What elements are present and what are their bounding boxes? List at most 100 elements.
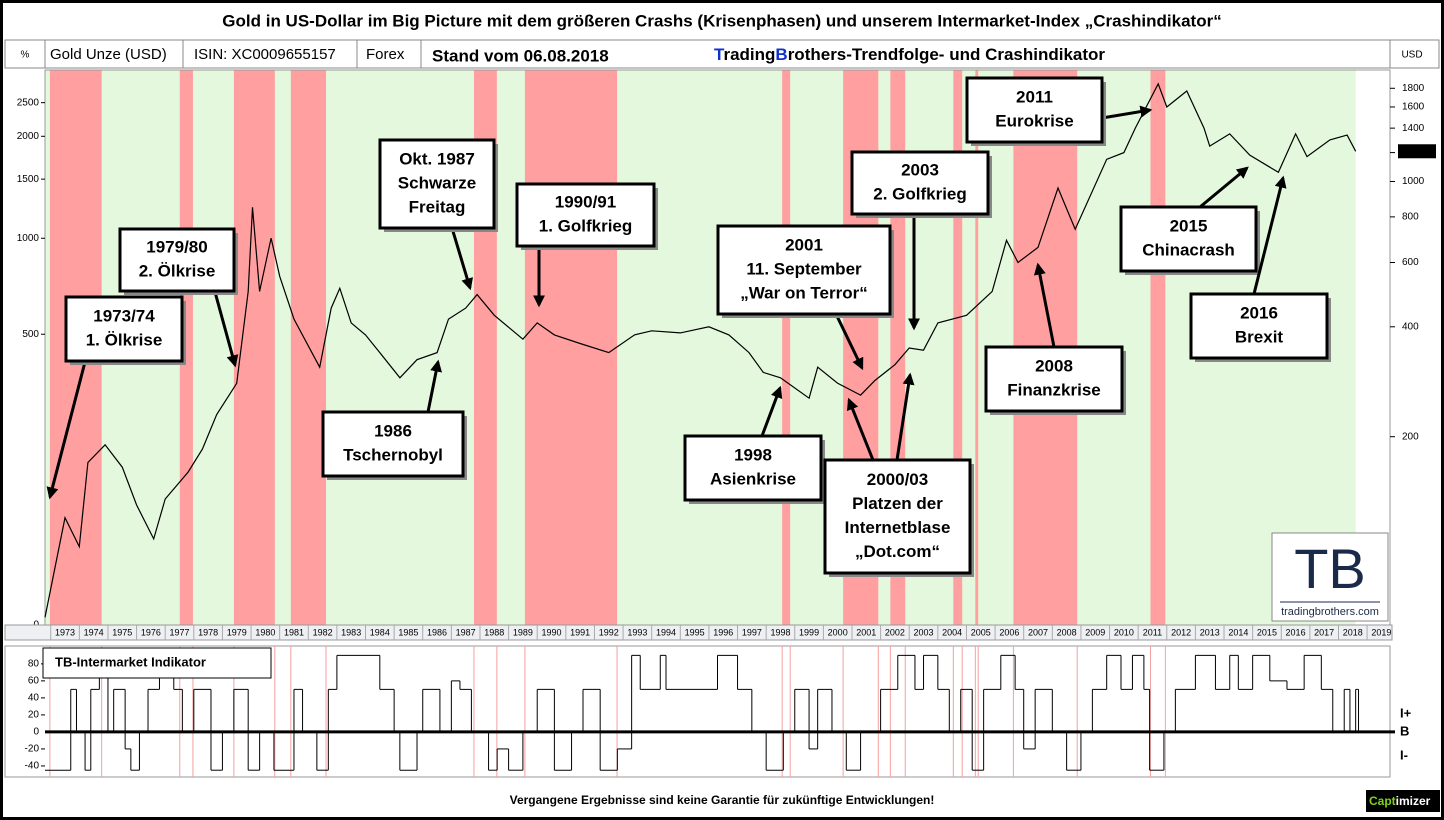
x-tick-label: 2006 [999,627,1019,637]
annotation-text: 2016 [1240,303,1278,322]
y-tick-label: 400 [1402,321,1419,332]
crash-phase [233,70,275,625]
annotation-text: 2. Ölkrise [139,261,216,280]
x-tick-label: 2009 [1085,627,1105,637]
x-tick-label: 1996 [713,627,733,637]
x-tick-label: 1985 [398,627,418,637]
annotation-text: Eurokrise [995,111,1073,130]
y-tick-label: 0 [33,727,39,738]
x-tick-label: 1998 [770,627,790,637]
crash-phase [975,70,979,625]
chart-title: Gold in US-Dollar im Big Picture mit dem… [222,11,1221,30]
annotation-arrow [1199,166,1249,209]
y2-tick-label: 2000 [17,131,40,142]
x-tick-label: 2002 [885,627,905,637]
crash-phase [524,70,618,625]
y-tick-label: 60 [28,676,40,687]
x-tick-label: 1974 [84,627,104,637]
x-tick-label: 2007 [1028,627,1048,637]
y-tick-label: 20 [28,710,40,721]
annotation-text: „Dot.com“ [855,542,940,561]
x-tick-label: 1989 [513,627,533,637]
y-tick-label: 600 [1402,257,1419,268]
x-tick-label: 1983 [341,627,361,637]
annotation-text: Okt. 1987 [399,149,475,168]
header-market: Forex [366,46,405,63]
y-tick-label: 200 [1402,431,1419,442]
brand-part: B [775,45,787,64]
app-name: Captimizer [1369,794,1431,808]
annotation-text: 1979/80 [146,237,207,256]
annotation-arrow [426,359,443,413]
x-tick-label: 1979 [227,627,247,637]
annotation-text: Brexit [1235,327,1284,346]
y-tick-label: 1600 [1402,102,1425,113]
x-tick-label: 2013 [1200,627,1220,637]
y-tick-label: -20 [25,744,40,755]
annotation-box [1189,292,1329,360]
x-tick-label: 2012 [1171,627,1191,637]
annotation-text: 2015 [1170,216,1208,235]
annotation-box [118,227,236,293]
annotation-arrow [1033,262,1056,348]
annotation-text: 1. Ölkrise [86,330,163,349]
indicator-title: TB-Intermarket Indikator [55,654,206,669]
x-tick-label: 1982 [313,627,333,637]
annotation-box [716,224,892,316]
annotation-arrow [760,385,783,437]
annotation-arrow [846,397,875,461]
x-tick-label: 2019 [1371,627,1391,637]
x-tick-label: 2004 [942,627,962,637]
annotation-text: Chinacrash [1142,240,1235,259]
brand-part: T [714,45,725,64]
last-price-marker [1398,144,1436,159]
y-tick-label: 1800 [1402,83,1425,94]
annotation-text: 1986 [374,421,412,440]
annotation-text: Asienkrise [710,469,796,488]
crash-phase [179,70,193,625]
annotation-arrow [450,227,473,291]
level-label: I+ [1400,705,1412,720]
annotation-text: 1973/74 [93,306,155,325]
header-corner: % [21,50,30,61]
annotation-text: Finanzkrise [1007,380,1101,399]
x-tick-label: 1988 [484,627,504,637]
annotation-text: „War on Terror“ [740,283,868,302]
annotation-box [515,182,656,248]
y2-tick-label: 1000 [17,233,40,244]
annotation-text: 2. Golfkrieg [873,184,967,203]
annotation-box [823,458,972,575]
annotation-text: Internetblase [845,518,951,537]
annotation-arrow [1101,105,1153,120]
indicator-title-box [42,647,272,679]
annotation-box [64,295,184,363]
annotation-text: 2000/03 [867,470,928,489]
annotation-text: 2011 [1016,87,1053,106]
x-tick-label: 2018 [1343,627,1363,637]
x-tick-label: 2001 [856,627,876,637]
annotation-arrow [213,291,239,368]
header-date: Stand vom 06.08.2018 [432,46,609,65]
x-tick-label: 1992 [599,627,619,637]
annotation-box [1119,205,1258,273]
annotation-box [683,434,823,502]
x-tick-label: 2017 [1314,627,1334,637]
x-tick-label: 2016 [1286,627,1306,637]
annotation-text: 1998 [734,445,772,464]
x-tick-label: 1994 [656,627,676,637]
annotation-box [378,138,496,230]
x-tick-label: 2000 [828,627,848,637]
level-label: I- [1400,747,1408,762]
x-tick-label: 2005 [971,627,991,637]
x-tick-label: 2015 [1257,627,1277,637]
brand-part: rothers-Trendfolge- und Crashindikator [788,45,1106,64]
annotation-arrow [834,313,864,371]
x-tick-label: 1991 [570,627,590,637]
brand-part: rading [723,45,775,64]
annotation-text: 11. September [746,259,862,278]
x-tick-label: 1987 [456,627,476,637]
annotation-text: Schwarze [398,173,476,192]
annotation-box [965,76,1104,144]
x-tick-label: 1975 [112,627,132,637]
